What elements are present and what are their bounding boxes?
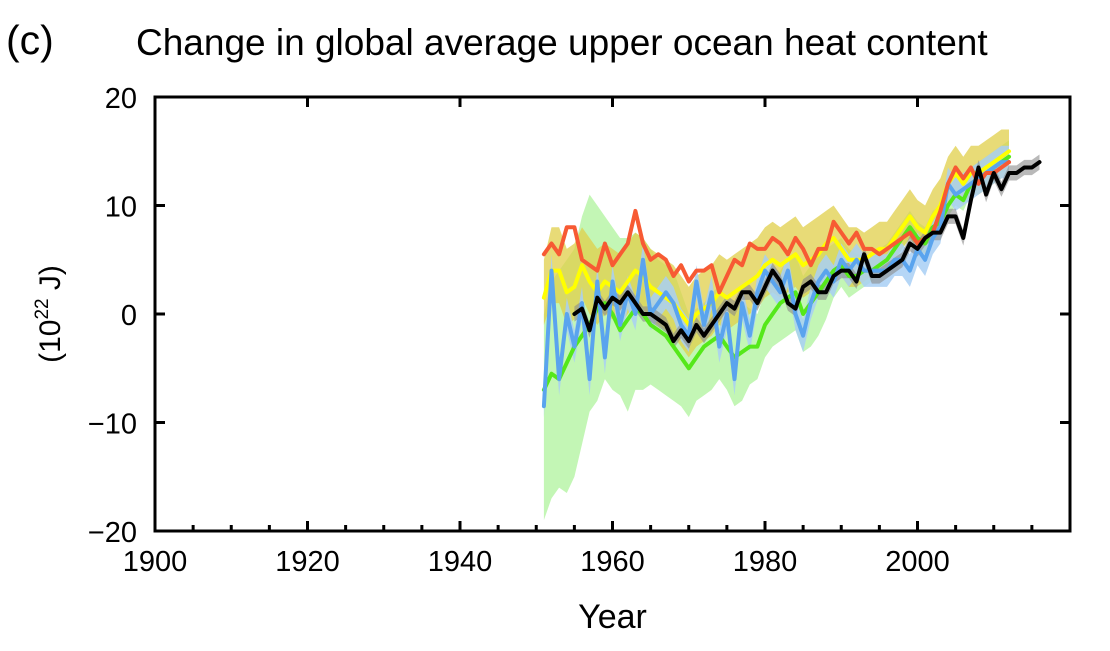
x-tick-label: 1980 — [733, 546, 798, 578]
series-line-blue — [541, 160, 1011, 409]
y-tick-label: 0 — [121, 300, 137, 332]
x-tick-label: 1900 — [123, 546, 188, 578]
y-tick-label: −20 — [88, 517, 137, 549]
y-axis-label: (1022 J) — [32, 265, 67, 363]
x-tick-label: 1920 — [275, 546, 340, 578]
x-tick-label: 1960 — [580, 546, 645, 578]
series-line-yellow — [541, 149, 1011, 327]
series-line-black — [572, 160, 1042, 344]
y-tick-label: 20 — [105, 83, 137, 115]
panel-label: (c) — [6, 17, 54, 63]
x-tick-label: 1940 — [428, 546, 493, 578]
y-tick-label: −10 — [88, 409, 137, 441]
x-tick-label: 2000 — [885, 546, 950, 578]
axis-tick-labels: 1900 1920 1940 1960 1980 2000 −20 −10 0 10 20 — [88, 83, 950, 578]
y-axis-label-unit: J) — [34, 265, 67, 298]
y-axis-label-exponent: 22 — [32, 298, 53, 319]
y-axis-label-base: (10 — [34, 320, 67, 363]
axis-ticks — [155, 97, 1070, 531]
series-line-green — [541, 154, 1011, 392]
series-lines — [541, 149, 1042, 409]
x-axis-label: Year — [578, 598, 647, 636]
y-tick-label: 10 — [105, 192, 137, 224]
chart-title: Change in global average upper ocean hea… — [136, 22, 988, 63]
